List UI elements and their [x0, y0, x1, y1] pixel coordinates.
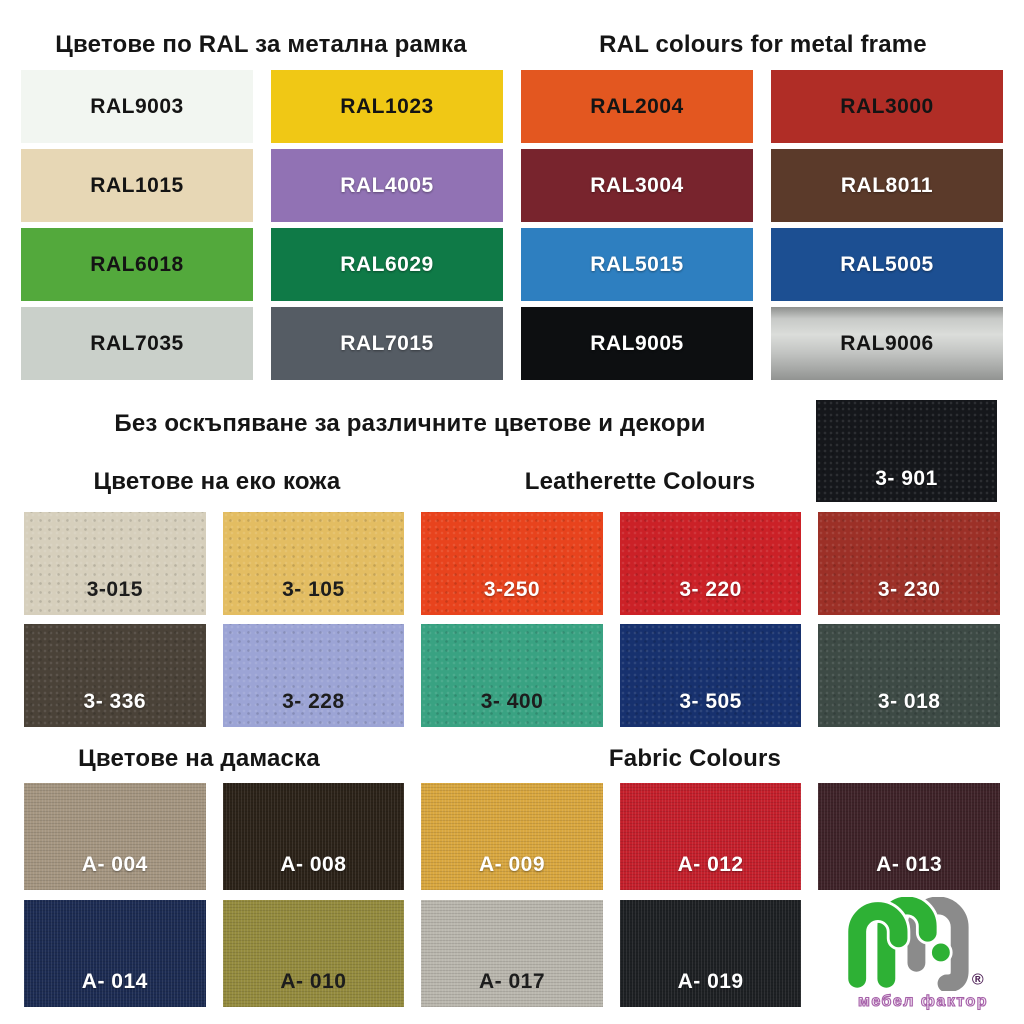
fabric-swatch-a-010: A- 010 [222, 900, 405, 1007]
swatch-label: 3- 901 [875, 467, 938, 490]
swatch-label: RAL9005 [590, 331, 684, 355]
swatch-label: A- 012 [677, 853, 744, 876]
swatch-label: RAL6018 [90, 252, 184, 276]
ral-swatch-grid: RAL9003 RAL1023 RAL2004 RAL3000 RAL1015 RAL40… [21, 70, 1003, 380]
no-extra-cost-note: Без оскъпяване за различните цветове и д… [114, 410, 706, 437]
leatherette-section-title-english: Leatherette Colours [524, 468, 756, 495]
leatherette-swatch-3-400: 3- 400 [421, 624, 603, 727]
leatherette-swatch-3-505: 3- 505 [619, 624, 802, 727]
leatherette-swatch-3-250: 3-250 [421, 512, 603, 615]
ral-swatch-ral9006: RAL9006 [771, 307, 1003, 380]
logo-dot [929, 940, 953, 965]
fabric-swatch-a-012: A- 012 [619, 783, 802, 890]
swatch-label: RAL5005 [840, 252, 934, 276]
ral-swatch-ral4005: RAL4005 [271, 149, 503, 222]
ral-section-title-bulgarian: Цветове по RAL за метална рамка [55, 31, 467, 58]
ral-swatch-ral7015: RAL7015 [271, 307, 503, 380]
ral-swatch-ral1015: RAL1015 [21, 149, 253, 222]
ral-swatch-ral8011: RAL8011 [771, 149, 1003, 222]
ral-swatch-ral7035: RAL7035 [21, 307, 253, 380]
fabric-swatch-a-013: A- 013 [818, 783, 1000, 890]
swatch-label: RAL1023 [340, 94, 434, 118]
fabric-section-title-english: Fabric Colours [608, 745, 782, 772]
swatch-label: A- 010 [280, 970, 347, 993]
ral-swatch-ral1023: RAL1023 [271, 70, 503, 143]
swatch-label: 3- 220 [679, 578, 742, 601]
swatch-label: RAL6029 [340, 252, 434, 276]
leatherette-swatch-3-018: 3- 018 [818, 624, 1000, 727]
swatch-label: 3-250 [483, 578, 541, 601]
leatherette-swatch-3-336: 3- 336 [24, 624, 206, 727]
swatch-label: RAL3000 [840, 94, 934, 118]
swatch-label: A- 013 [876, 853, 943, 876]
swatch-label: 3- 228 [282, 690, 345, 713]
swatch-label: A- 019 [677, 970, 744, 993]
leatherette-swatch-3-230: 3- 230 [818, 512, 1000, 615]
swatch-label: 3- 230 [877, 578, 941, 601]
ral-swatch-ral6029: RAL6029 [271, 228, 503, 301]
ral-swatch-ral6018: RAL6018 [21, 228, 253, 301]
mf-logo-icon: ® [845, 897, 984, 991]
ral-swatch-ral3004: RAL3004 [521, 149, 753, 222]
fabric-swatch-a-004: A- 004 [24, 783, 206, 890]
swatch-label: 3- 105 [282, 578, 345, 601]
swatch-label: A- 008 [280, 853, 347, 876]
swatch-label: RAL9006 [840, 331, 934, 355]
swatch-label: RAL7015 [340, 331, 434, 355]
fabric-swatch-a-014: A- 014 [24, 900, 206, 1007]
fabric-swatch-grid: A- 004 A- 008 A- 009 A- 012 A- 013 A- 014 A- 0… [24, 783, 1000, 1007]
swatch-label: RAL5015 [590, 252, 684, 276]
company-logo: ® мебел фактор [842, 897, 1004, 1012]
swatch-label: RAL7035 [90, 331, 184, 355]
swatch-label: A- 017 [478, 970, 545, 993]
ral-section-title-english: RAL colours for metal frame [599, 31, 927, 58]
leatherette-swatch-grid: 3-015 3- 105 3-250 3- 220 3- 230 3- 336 3- 228… [24, 512, 1000, 727]
swatch-label: A- 009 [478, 853, 545, 876]
ral-swatch-ral3000: RAL3000 [771, 70, 1003, 143]
swatch-label: 3- 505 [679, 690, 742, 713]
leatherette-swatch-3-220: 3- 220 [619, 512, 802, 615]
swatch-label: 3-015 [86, 578, 143, 601]
fabric-swatch-a-009: A- 009 [421, 783, 603, 890]
ral-swatch-ral2004: RAL2004 [521, 70, 753, 143]
fabric-swatch-a-019: A- 019 [619, 900, 802, 1007]
ral-swatch-ral5005: RAL5005 [771, 228, 1003, 301]
leatherette-section-title-bulgarian: Цветове на еко кожа [93, 468, 341, 495]
swatch-label: RAL3004 [590, 173, 684, 197]
leatherette-swatch-3-015: 3-015 [24, 512, 206, 615]
fabric-section-title-bulgarian: Цветове на дамаска [78, 745, 320, 772]
swatch-label: A- 004 [81, 853, 148, 876]
swatch-label: 3- 336 [83, 690, 147, 713]
fabric-swatch-a-017: A- 017 [421, 900, 603, 1007]
swatch-label: A- 014 [81, 970, 148, 993]
swatch-label: RAL2004 [590, 94, 684, 118]
swatch-label: RAL8011 [840, 173, 934, 197]
swatch-label: RAL9003 [90, 94, 184, 118]
leatherette-swatch-3-105: 3- 105 [222, 512, 405, 615]
ral-swatch-ral5015: RAL5015 [521, 228, 753, 301]
swatch-label: 3- 400 [480, 690, 544, 713]
leatherette-swatch-3-228: 3- 228 [222, 624, 405, 727]
swatch-label: RAL1015 [90, 173, 184, 197]
ral-swatch-ral9005: RAL9005 [521, 307, 753, 380]
leatherette-swatch-3-901: 3- 901 [816, 400, 997, 502]
ral-swatch-ral9003: RAL9003 [21, 70, 253, 143]
logo-caption: мебел фактор [857, 992, 988, 1010]
swatch-label: 3- 018 [877, 690, 941, 713]
fabric-swatch-a-008: A- 008 [222, 783, 405, 890]
registered-mark: ® [972, 971, 984, 988]
swatch-label: RAL4005 [340, 173, 434, 197]
